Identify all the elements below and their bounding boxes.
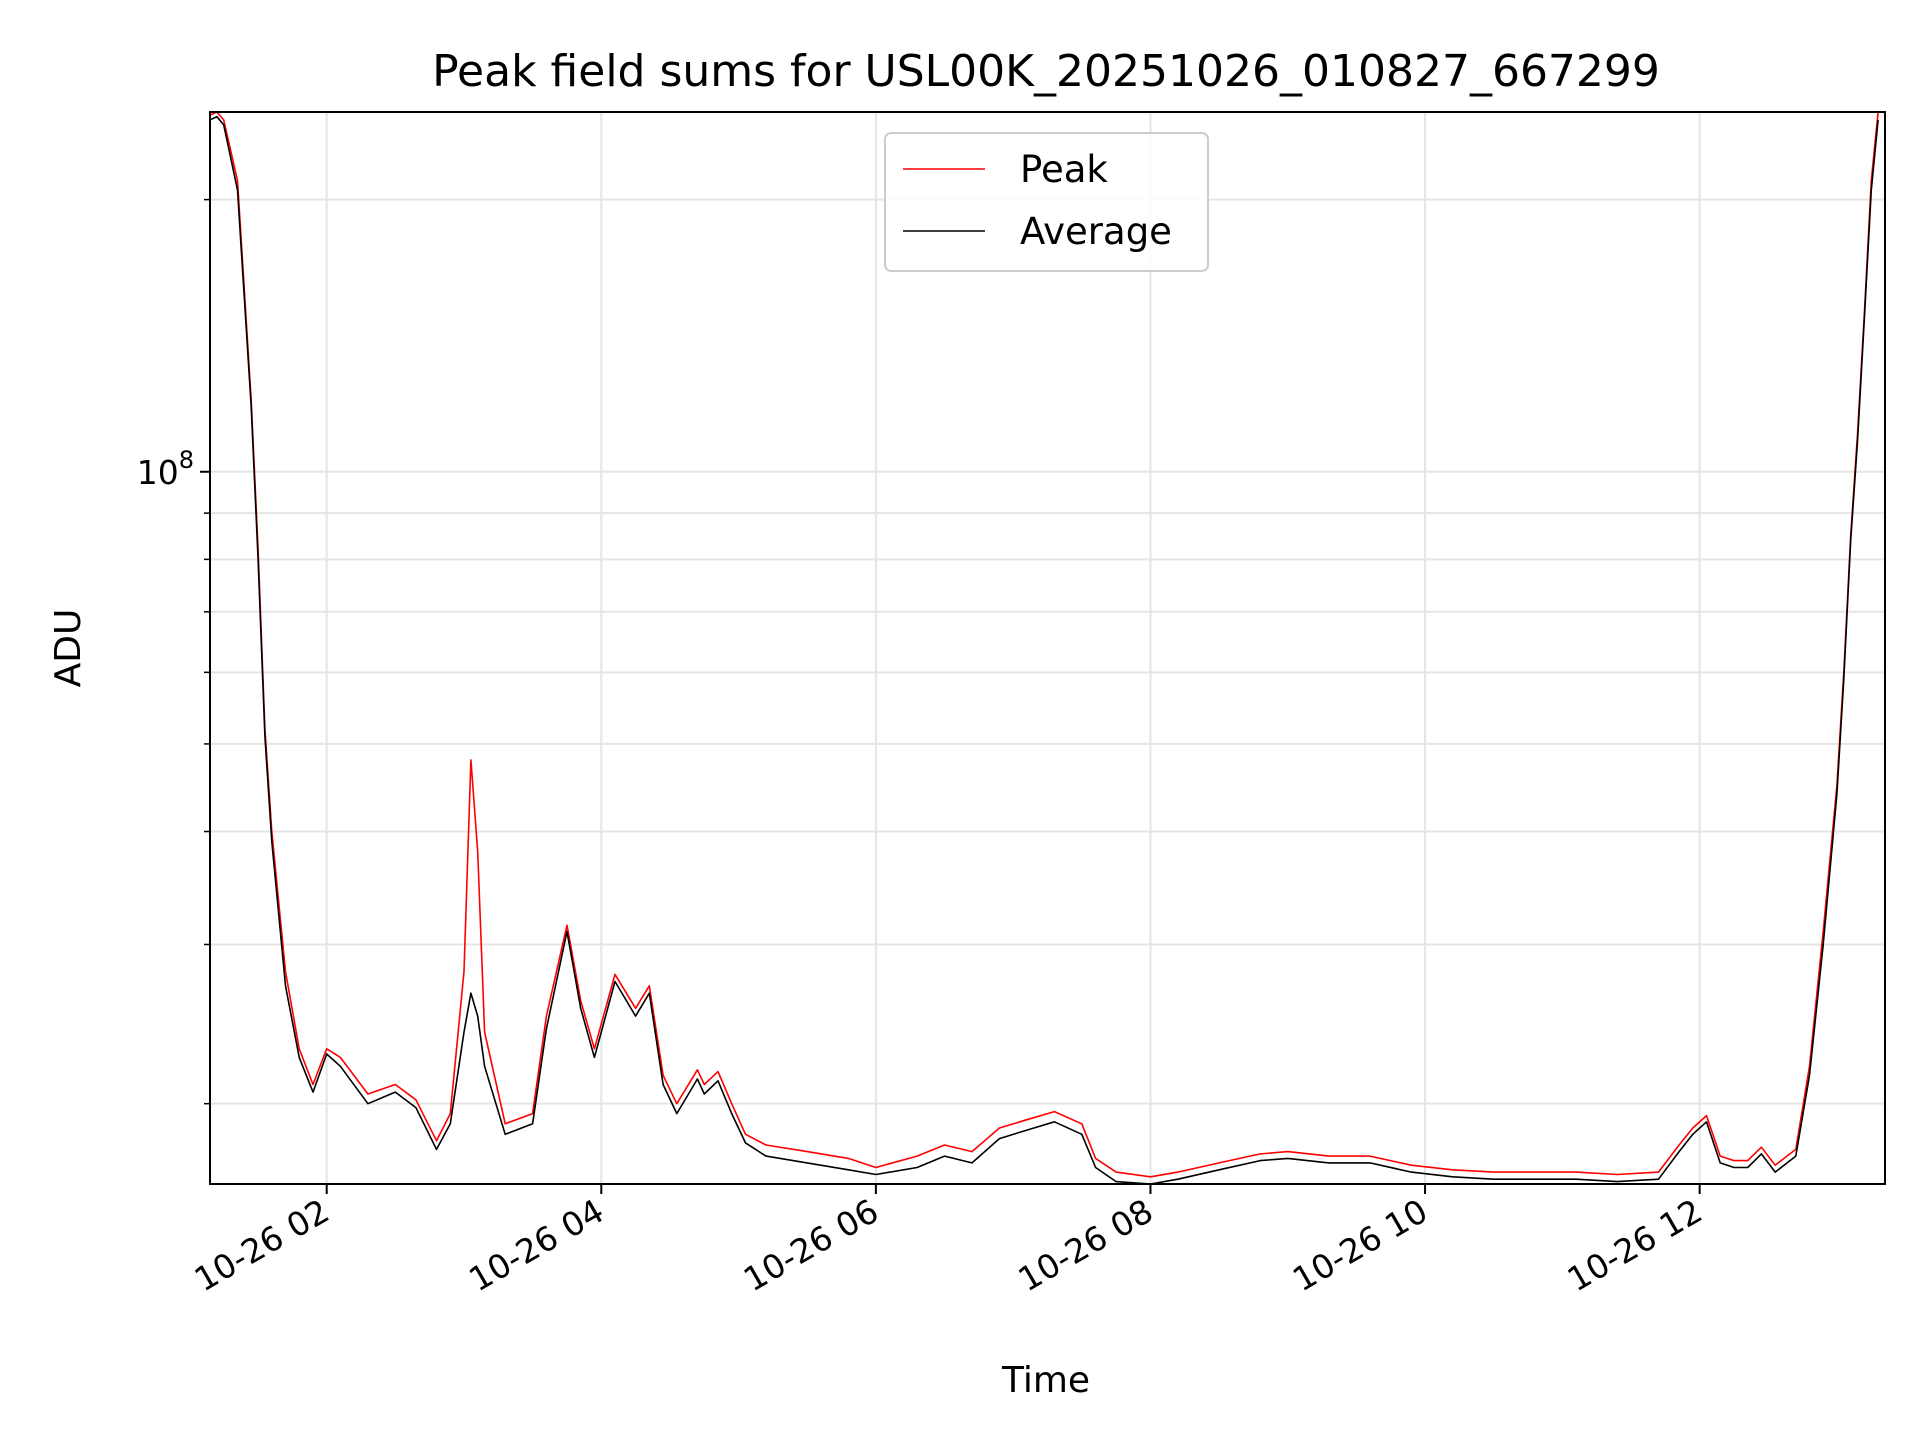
plot-series bbox=[210, 112, 1879, 1184]
plot-frame bbox=[209, 111, 1886, 1185]
series-line-average bbox=[210, 115, 1879, 1184]
series-line-peak bbox=[210, 112, 1879, 1178]
legend: Peak Average bbox=[884, 132, 1209, 272]
y-tick-label: 108 bbox=[137, 446, 194, 492]
x-axis-label: Time bbox=[1001, 1360, 1090, 1401]
chart-title: Peak field sums for USL00K_20251026_0108… bbox=[432, 46, 1660, 97]
legend-label-average: Average bbox=[1020, 210, 1172, 253]
legend-box bbox=[884, 132, 1209, 272]
legend-label-peak: Peak bbox=[1020, 148, 1108, 191]
y-axis-label: ADU bbox=[48, 609, 89, 688]
